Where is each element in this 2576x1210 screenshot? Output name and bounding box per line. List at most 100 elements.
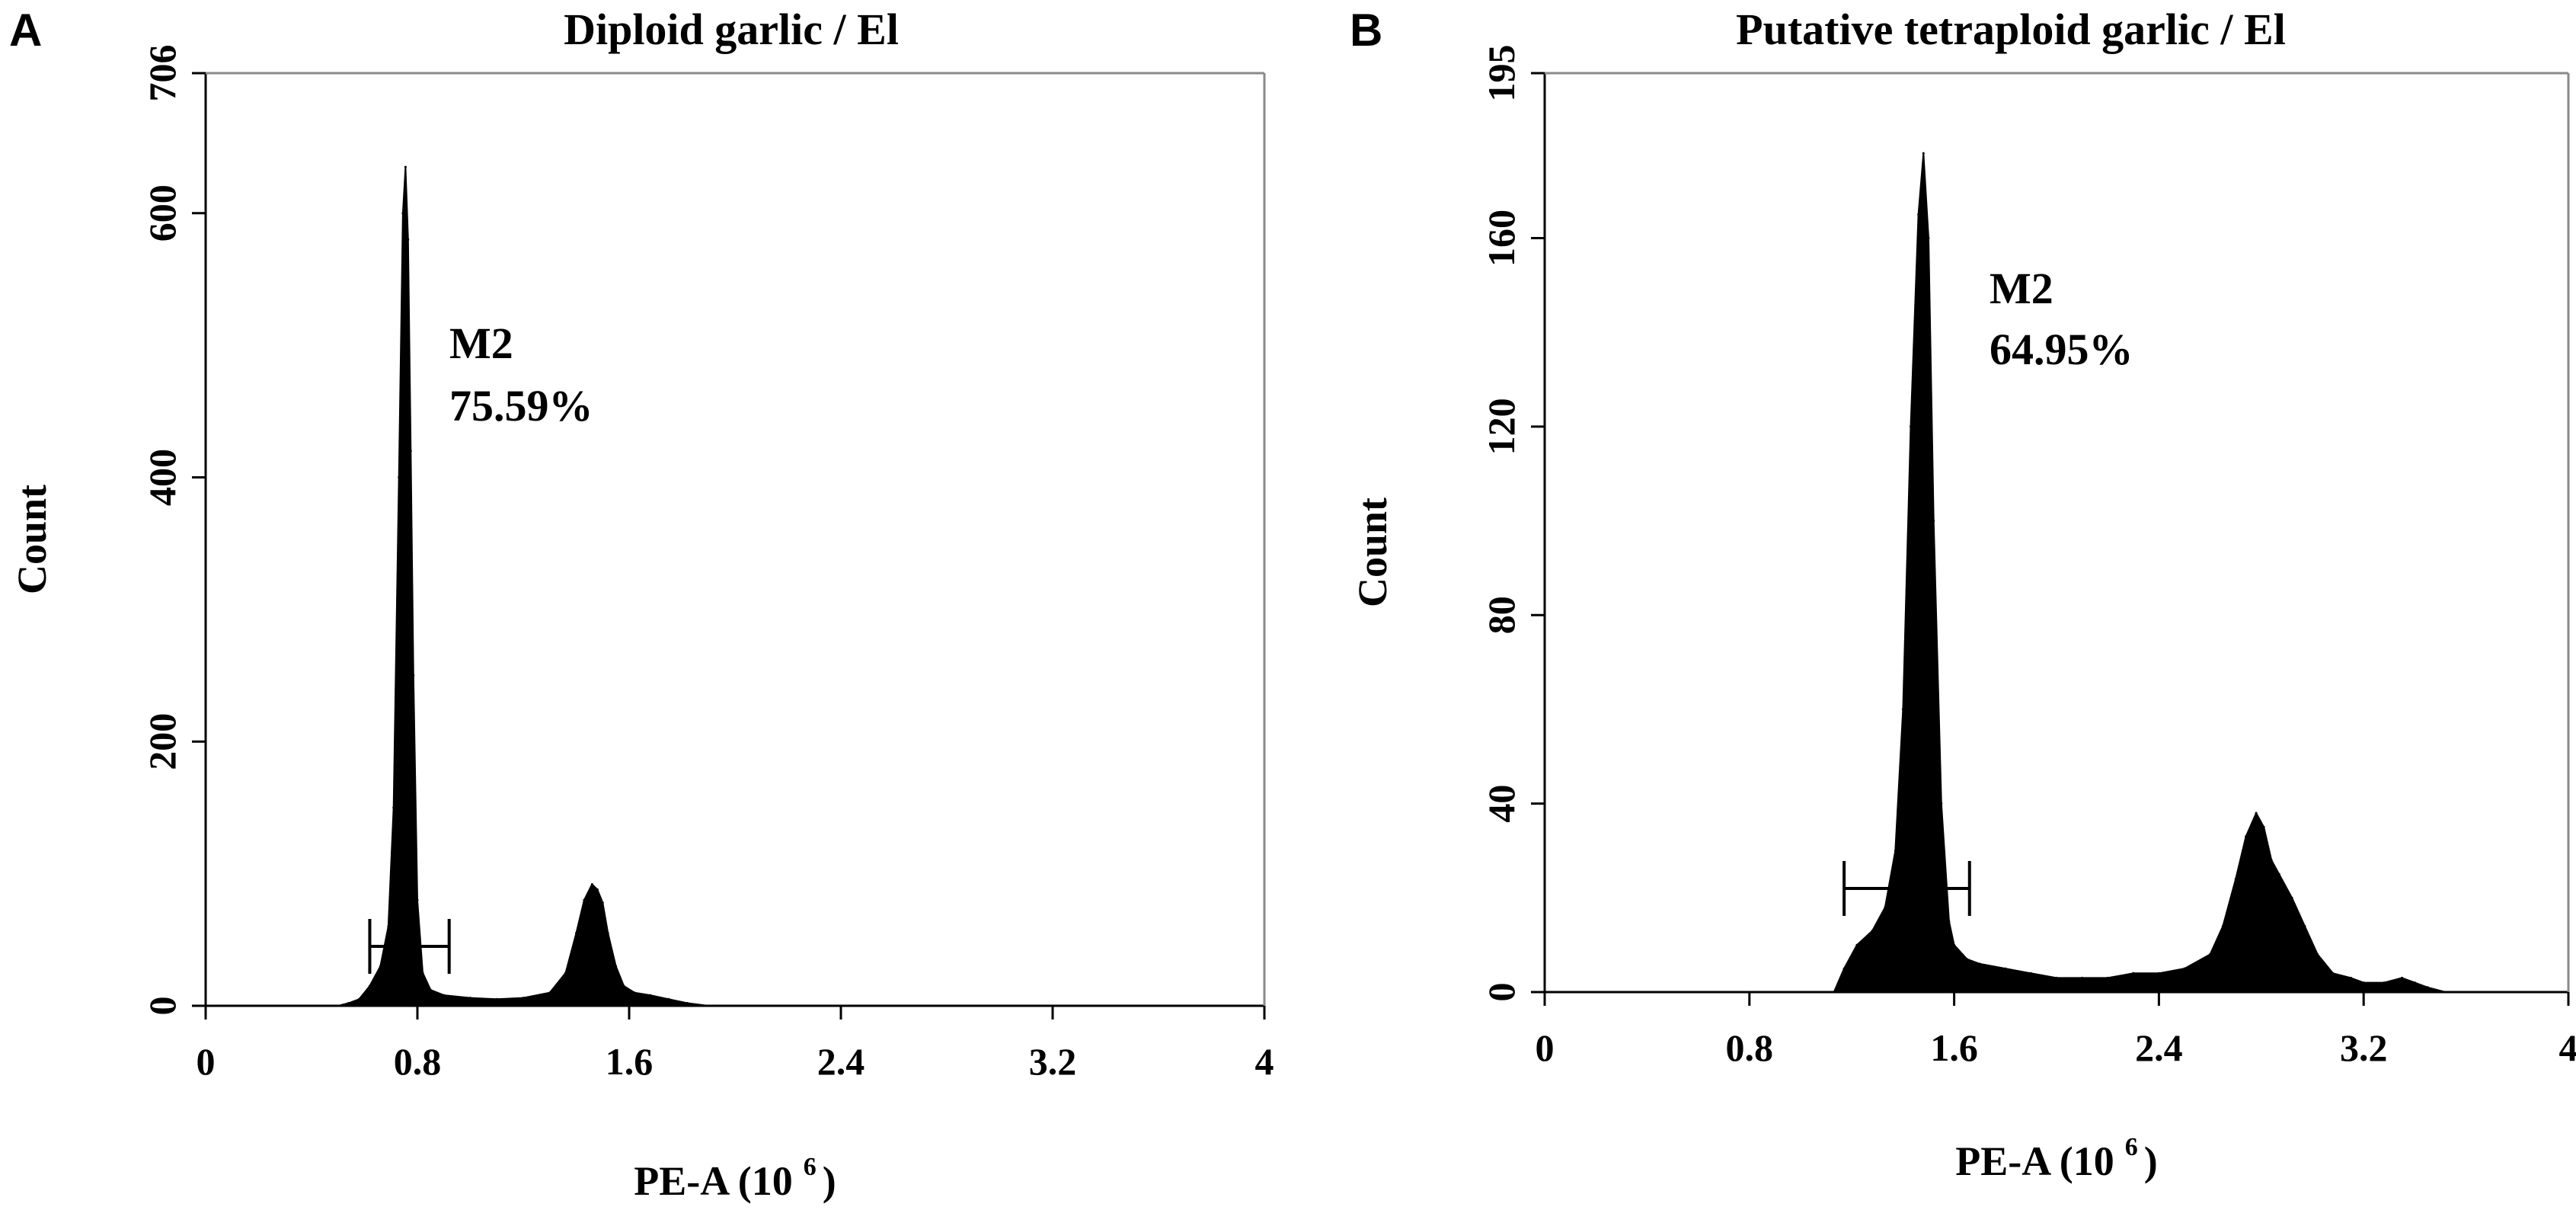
panel-b-gate-name: M2 (1990, 264, 2053, 313)
panel-b-x-axis-label-main: PE-A (10 (1955, 1138, 2114, 1184)
panel-a-histogram-layer (337, 165, 710, 1007)
panel-b-data-point (1917, 213, 1920, 216)
panel-a-data-point (469, 997, 471, 1000)
panel-a-data-point (379, 965, 382, 968)
panel-b-data-point (2270, 859, 2273, 862)
panel-a-x-tick-label: 0 (197, 1040, 216, 1083)
panel-b-data-point (1843, 967, 1846, 970)
panel-b-x-axis-label: PE-A (10 6) (1955, 1133, 2157, 1184)
panel-b-data-point (2029, 972, 2032, 975)
panel-b-data-point (2303, 924, 2306, 927)
panel-a-data-point (337, 1004, 340, 1007)
panel-b-title: Putative tetraploid garlic / El (1736, 5, 2286, 54)
panel-a-data-point (387, 925, 390, 928)
panel-b-y-tick-label: 40 (1480, 785, 1523, 823)
panel-a-x-axis-label-exponent: 6 (804, 1153, 817, 1181)
panel-b-data-point (2081, 976, 2084, 979)
panel-a-data-point (392, 806, 395, 809)
panel-a-data-point (347, 1002, 350, 1004)
panel-b-data-point (1894, 850, 1897, 852)
panel-b-data-point (1901, 708, 1904, 711)
panel-b-data-point (1948, 920, 1951, 923)
panel-a-x-tick-label: 4 (1255, 1040, 1274, 1083)
panel-a-data-point (649, 994, 652, 997)
panel-b-data-point (1922, 152, 1925, 155)
panel-b-data-point (2234, 878, 2237, 881)
panel-a-data-point (564, 972, 567, 975)
panel-b-y-tick-label: 195 (1480, 45, 1523, 102)
panel-b: B Putative tetraploid garlic / El 0 0.8 1.… (1350, 5, 2576, 1184)
panel-a-x-axis-label: PE-A (10 6) (634, 1153, 836, 1204)
panel-a: A Diploid garlic / El 0 0.8 1.6 2.4 3.2 4 0 20… (9, 5, 1274, 1204)
panel-a-data-point (583, 898, 586, 901)
panel-b-y-ticks: 0 40 80 120 160 195 (1480, 45, 1545, 1002)
panel-b-data-point (1940, 802, 1943, 805)
panel-b-data-point (1871, 930, 1874, 933)
panel-b-data-point (2362, 981, 2365, 984)
panel-a-data-point (368, 984, 371, 988)
panel-a-data-point (601, 901, 604, 904)
panel-b-data-point (2221, 924, 2224, 927)
panel-a-x-tick-label: 2.4 (817, 1040, 865, 1083)
panel-b-data-point (2349, 976, 2352, 979)
panel-b-data-point (2413, 981, 2416, 984)
panel-b-data-point (2290, 896, 2293, 899)
panel-b-histogram-layer (1833, 152, 2447, 994)
panel-a-letter: A (9, 5, 42, 56)
panel-b-data-point (1884, 906, 1887, 909)
panel-b-data-point (2132, 972, 2135, 975)
panel-a-data-point (421, 972, 424, 975)
panel-a-data-point (412, 674, 415, 677)
panel-b-data-point (2426, 986, 2429, 989)
panel-b-data-point (1910, 425, 1912, 428)
panel-a-data-point (590, 883, 593, 885)
panel-a-data-point (407, 238, 410, 241)
panel-a-y-axis-label: Count (9, 485, 55, 594)
panel-b-data-point (2106, 976, 2109, 979)
panel-b-x-ticks: 0 0.8 1.6 2.4 3.2 4 (1536, 992, 2576, 1069)
panel-a-data-point (548, 991, 551, 994)
panel-b-y-tick-label: 120 (1480, 398, 1523, 455)
panel-a-data-point (622, 984, 625, 988)
panel-a-data-point (615, 965, 618, 968)
panel-a-data-point (707, 1004, 710, 1007)
panel-a-data-point (401, 212, 404, 215)
panel-b-data-point (2157, 972, 2160, 975)
panel-b-data-point (1927, 237, 1930, 239)
panel-b-y-tick-label: 0 (1480, 983, 1523, 1002)
panel-a-data-point (416, 898, 419, 901)
panel-a-data-point (404, 165, 407, 168)
panel-b-y-tick-label: 80 (1480, 596, 1523, 634)
panel-a-x-tick-label: 3.2 (1029, 1040, 1077, 1083)
panel-a-data-point (606, 932, 609, 935)
panel-b-x-axis-label-exponent: 6 (2125, 1133, 2138, 1161)
panel-b-gate-layer (1843, 860, 1971, 916)
panel-a-data-point (633, 991, 636, 994)
panel-a-data-point (575, 932, 577, 935)
panel-a-y-tick-label: 600 (141, 184, 184, 242)
panel-b-data-point (2245, 835, 2248, 838)
panel-b-data-point (1932, 520, 1935, 522)
panel-a-x-tick-label: 0.8 (394, 1040, 442, 1083)
panel-a-data-point (596, 888, 599, 891)
panel-b-data-point (2332, 972, 2335, 975)
panel-b-data-point (1965, 958, 1968, 961)
panel-b-data-point (2316, 953, 2319, 956)
panel-b-x-tick-label: 0 (1536, 1026, 1555, 1069)
panel-b-x-tick-label: 3.2 (2340, 1026, 2388, 1069)
panel-b-y-tick-label: 160 (1480, 210, 1523, 267)
panel-a-data-point (429, 988, 432, 991)
panel-a-x-axis-label-close: ) (823, 1158, 836, 1204)
panel-a-gate-name: M2 (449, 319, 513, 368)
panel-b-data-point (2262, 826, 2265, 828)
panel-b-data-point (2209, 953, 2212, 956)
panel-a-data-point (443, 994, 446, 997)
panel-a-data-point (409, 450, 412, 453)
panel-b-data-point (1978, 962, 1981, 965)
panel-a-gate-layer (368, 918, 451, 974)
panel-a-y-tick-label: 200 (141, 713, 184, 770)
panel-b-x-tick-label: 2.4 (2135, 1026, 2183, 1069)
panel-a-data-point (495, 997, 498, 1000)
panel-a-x-ticks: 0 0.8 1.6 2.4 3.2 4 (197, 1006, 1274, 1083)
panel-a-x-tick-label: 1.6 (606, 1040, 654, 1083)
